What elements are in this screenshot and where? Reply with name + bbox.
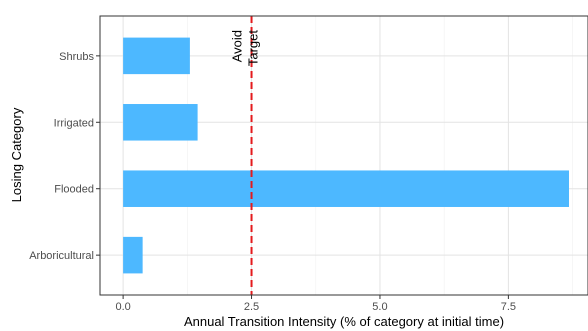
bar-shrubs — [123, 37, 190, 75]
bar-irrigated — [123, 104, 198, 141]
x-tick-label: 5.0 — [372, 301, 387, 313]
x-tick-label: 0.0 — [115, 301, 130, 313]
y-tick-label: Flooded — [54, 184, 94, 196]
plot-border — [99, 15, 588, 296]
bar-flooded — [123, 170, 569, 207]
reference-label-target: Target — [246, 30, 261, 67]
reference-label-avoid: Avoid — [230, 30, 245, 62]
bars — [123, 37, 569, 274]
y-axis-ticks: Arboricultural Flooded Irrigated Shrubs — [29, 51, 100, 262]
x-axis-ticks: 0.0 2.5 5.0 7.5 — [115, 295, 516, 313]
y-tick-label: Arboricultural — [29, 250, 94, 262]
x-tick-label: 7.5 — [501, 301, 516, 313]
x-axis-title: Annual Transition Intensity (% of catego… — [184, 314, 504, 329]
y-tick-label: Irrigated — [54, 117, 94, 129]
y-tick-label: Shrubs — [59, 51, 94, 63]
x-tick-label: 2.5 — [244, 301, 259, 313]
y-axis-title: Losing Category — [9, 107, 24, 202]
bar-arboricultural — [123, 236, 143, 274]
